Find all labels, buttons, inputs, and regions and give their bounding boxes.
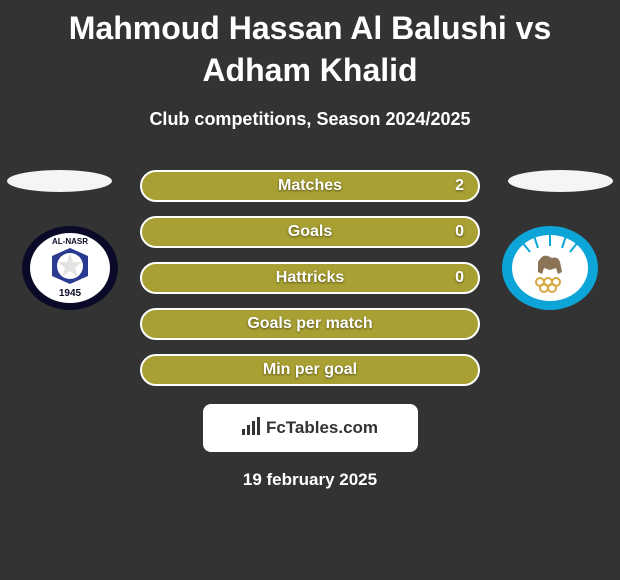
stat-bar-matches: Matches 2 [140,170,480,202]
player-left-ellipse [7,170,112,192]
svg-text:AL-NASR: AL-NASR [52,237,88,246]
svg-text:1945: 1945 [59,288,82,299]
player-right-ellipse [508,170,613,192]
stat-label: Goals [288,223,332,241]
stat-bar-goals-per-match: Goals per match [140,308,480,340]
right-club-badge-icon [500,224,600,312]
subtitle-text: Club competitions, Season 2024/2025 [149,109,470,129]
title-text: Mahmoud Hassan Al Balushi vs Adham Khali… [69,10,551,88]
stat-label: Matches [278,177,342,195]
stat-value-right: 2 [455,177,464,195]
chart-icon [242,417,262,440]
subtitle: Club competitions, Season 2024/2025 [0,109,620,130]
stat-label: Goals per match [247,315,372,333]
stat-bar-goals: Goals 0 [140,216,480,248]
al-nasr-badge-icon: AL-NASR 1945 [20,224,120,312]
stat-bar-min-per-goal: Min per goal [140,354,480,386]
page-title: Mahmoud Hassan Al Balushi vs Adham Khali… [0,0,620,91]
stat-value-right: 0 [455,223,464,241]
club-badge-right [500,224,600,312]
stat-value-right: 0 [455,269,464,287]
fctables-attribution: FcTables.com [203,404,418,452]
stat-label: Hattricks [276,269,344,287]
comparison-content: AL-NASR 1945 [0,170,620,490]
stat-bar-hattricks: Hattricks 0 [140,262,480,294]
fctables-text: FcTables.com [266,418,378,438]
club-badge-left: AL-NASR 1945 [20,224,120,312]
date-value: 19 february 2025 [243,470,377,489]
date-text: 19 february 2025 [0,470,620,490]
stat-bars-container: Matches 2 Goals 0 Hattricks 0 Goals per … [140,170,480,386]
stat-label: Min per goal [263,361,357,379]
